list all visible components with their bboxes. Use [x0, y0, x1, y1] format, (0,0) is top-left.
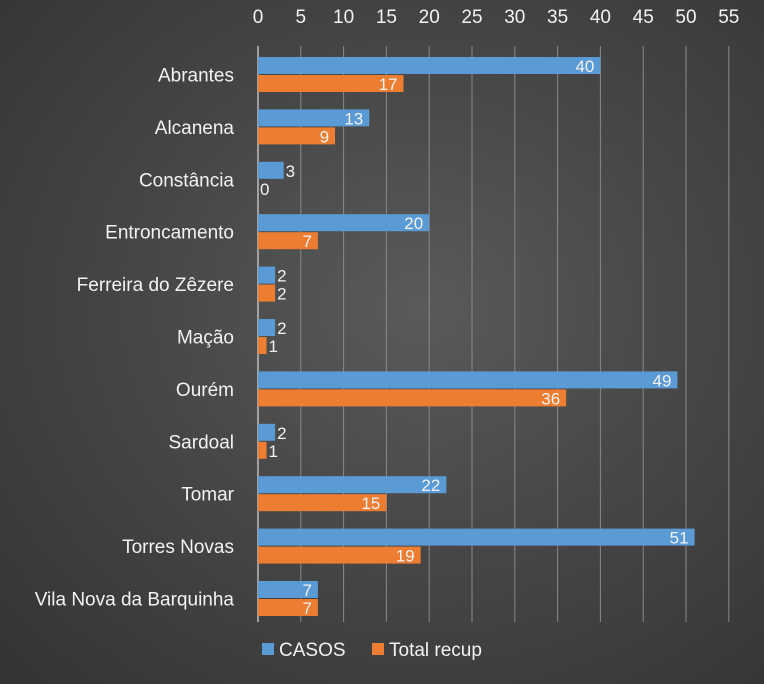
x-tick-label: 30: [504, 7, 525, 28]
x-tick-label: 55: [718, 7, 739, 28]
data-label: 2: [277, 267, 286, 286]
data-label: 0: [260, 180, 269, 199]
data-label: 7: [302, 232, 311, 251]
data-label: 2: [277, 424, 286, 443]
bar-casos: [258, 319, 276, 336]
x-tick-label: 35: [547, 7, 568, 28]
bar-total-recup: [258, 389, 567, 407]
bar-total-recup: [258, 232, 318, 250]
category-label: Sardoal: [169, 432, 235, 453]
data-label: 9: [320, 127, 329, 146]
x-tick-label: 5: [296, 7, 307, 28]
bar-casos: [258, 57, 601, 74]
data-label: 22: [421, 476, 440, 495]
x-axis-tick-labels: 0 5 10 15 20 25 30 35 40 45 50 55: [253, 7, 740, 28]
bar-total-recup: [258, 546, 421, 564]
data-label: 36: [541, 389, 560, 408]
category-label: Ferreira do Zêzere: [77, 275, 234, 296]
data-label: 17: [379, 75, 398, 94]
bar-casos: [258, 161, 284, 179]
data-label: 20: [404, 214, 423, 233]
category-label: Abrantes: [158, 66, 234, 87]
category-label: Vila Nova da Barquinha: [35, 590, 235, 611]
bar-total-recup: [258, 75, 404, 92]
data-label: 49: [653, 371, 672, 390]
category-axis: Abrantes Alcanena Constância Entroncamento F…: [35, 66, 235, 611]
x-tick-label: 15: [376, 7, 397, 28]
data-label: 3: [286, 162, 295, 181]
x-tick-label: 40: [590, 7, 611, 28]
data-label: 19: [396, 547, 415, 566]
data-label: 2: [277, 319, 286, 338]
bar-casos: [258, 528, 695, 546]
category-label: Torres Novas: [122, 537, 234, 558]
x-tick-label: 25: [461, 7, 482, 28]
bar-total-recup: [258, 337, 267, 354]
x-tick-label: 0: [253, 7, 264, 28]
data-label: 51: [670, 529, 689, 548]
bar-casos: [258, 266, 276, 284]
legend-swatch-total-recup: [372, 643, 384, 655]
category-label: Mação: [177, 328, 234, 349]
data-label: 2: [277, 285, 286, 304]
data-label: 13: [344, 109, 363, 128]
data-label: 7: [302, 581, 311, 600]
bar-casos: [258, 423, 276, 441]
x-tick-label: 50: [675, 7, 696, 28]
bar-casos: [258, 109, 370, 127]
bar-casos: [258, 476, 447, 494]
bar-total-recup: [258, 494, 387, 512]
category-label: Alcanena: [155, 118, 235, 139]
data-label: 15: [361, 494, 380, 513]
bar-total-recup: [258, 284, 276, 302]
category-label: Constância: [139, 170, 234, 191]
bar-total-recup: [258, 599, 318, 616]
data-label: 1: [269, 337, 278, 356]
x-tick-label: 10: [333, 7, 354, 28]
data-label: 7: [302, 599, 311, 618]
legend-label: CASOS: [279, 640, 346, 661]
bar-total-recup: [258, 127, 336, 145]
category-label: Tomar: [181, 485, 234, 506]
category-label: Entroncamento: [105, 223, 234, 244]
data-label: 1: [269, 442, 278, 461]
legend-label: Total recup: [389, 640, 482, 661]
category-label: Ourém: [176, 380, 234, 401]
bar-total-recup: [258, 441, 267, 459]
bar-casos: [258, 581, 318, 598]
x-tick-label: 20: [419, 7, 440, 28]
data-label: 40: [575, 57, 594, 76]
bar-casos: [258, 214, 430, 232]
x-tick-label: 45: [633, 7, 654, 28]
legend: CASOS Total recup: [262, 640, 482, 661]
bar-casos: [258, 371, 678, 389]
legend-swatch-casos: [262, 643, 274, 655]
